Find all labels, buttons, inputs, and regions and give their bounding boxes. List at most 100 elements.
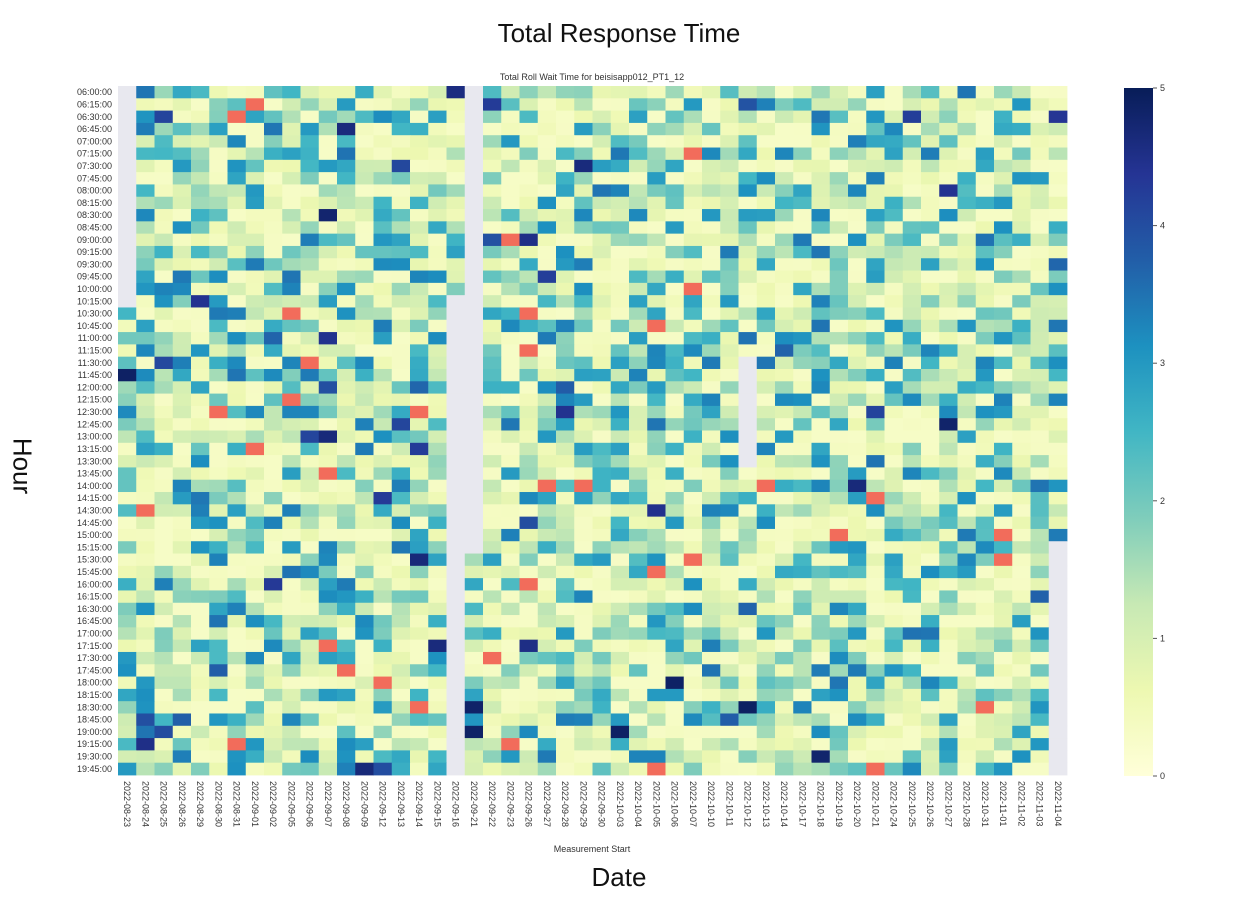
- heatmap-cell: [483, 184, 502, 198]
- heatmap-cell: [848, 184, 867, 198]
- heatmap-cell: [647, 98, 666, 111]
- heatmap-cell: [245, 159, 265, 173]
- heatmap-cell: [793, 442, 812, 456]
- heatmap-cell: [136, 701, 155, 714]
- heatmap-cell: [957, 245, 977, 259]
- heatmap-cell: [428, 651, 447, 665]
- heatmap-cell: [793, 196, 812, 210]
- heatmap-cell: [848, 738, 867, 751]
- heatmap-cell: [957, 418, 977, 431]
- heatmap-cell: [373, 332, 393, 345]
- heatmap-cell: [702, 553, 721, 567]
- x-tick-label: 2022-10-11: [724, 781, 734, 826]
- heatmap-cell: [537, 307, 557, 321]
- heatmap-cell: [994, 405, 1013, 419]
- heatmap-cell: [702, 565, 721, 579]
- heatmap-cell: [793, 381, 812, 394]
- heatmap-cell: [756, 405, 776, 419]
- heatmap-cell: [793, 184, 812, 198]
- heatmap-cell: [939, 565, 958, 579]
- heatmap-cell: [665, 701, 685, 714]
- y-tick-label: 12:30:00: [77, 407, 112, 417]
- heatmap-cell: [702, 98, 721, 111]
- heatmap-cell: [665, 172, 685, 185]
- heatmap-cell: [501, 578, 520, 591]
- heatmap-cell: [118, 627, 137, 641]
- heatmap-cell: [720, 676, 739, 690]
- heatmap-cell: [811, 639, 831, 653]
- heatmap-cell: [1030, 639, 1050, 653]
- heatmap-cell: [373, 701, 393, 714]
- heatmap-cell: [282, 430, 301, 444]
- heatmap-cell: [994, 98, 1013, 111]
- heatmap-cell: [483, 282, 502, 296]
- heatmap-cell: [300, 676, 320, 690]
- heatmap-cell: [775, 651, 794, 665]
- heatmap-cell: [300, 159, 320, 173]
- heatmap-cell: [227, 282, 247, 296]
- heatmap-cell: [884, 651, 904, 665]
- heatmap-cell: [118, 713, 137, 727]
- heatmap-cell: [300, 553, 320, 567]
- heatmap-cell: [446, 258, 466, 271]
- heatmap-cell: [610, 738, 630, 751]
- heatmap-cell: [355, 307, 374, 321]
- heatmap-cell: [410, 541, 429, 554]
- heatmap-cell: [556, 418, 575, 431]
- heatmap-cell: [848, 492, 867, 505]
- heatmap-cell: [975, 639, 995, 653]
- heatmap-cell: [537, 627, 557, 641]
- heatmap-cell: [775, 590, 794, 604]
- heatmap-cell: [683, 651, 703, 665]
- heatmap-cell: [994, 467, 1013, 481]
- heatmap-cell: [172, 615, 192, 628]
- heatmap-cell: [464, 615, 484, 628]
- heatmap-cell: [355, 492, 374, 505]
- heatmap-cell: [738, 405, 758, 419]
- y-tick-label: 12:00:00: [77, 382, 112, 392]
- heatmap-cell: [464, 578, 484, 591]
- heatmap-cell: [227, 750, 247, 764]
- heatmap-cell: [391, 209, 411, 222]
- heatmap-cell: [884, 295, 904, 308]
- heatmap-cell: [282, 270, 301, 284]
- heatmap-cell: [519, 578, 539, 591]
- heatmap-cell: [300, 221, 320, 235]
- heatmap-cell: [227, 418, 247, 431]
- heatmap-cell: [428, 282, 447, 296]
- heatmap-cell: [775, 319, 794, 333]
- heatmap-cell: [556, 528, 575, 542]
- heatmap-cell: [683, 492, 703, 505]
- heatmap-cell: [154, 639, 174, 653]
- heatmap-cell: [264, 258, 283, 271]
- heatmap-cell: [647, 701, 666, 714]
- heatmap-cell: [848, 516, 867, 530]
- heatmap-cell: [446, 86, 466, 99]
- heatmap-cell: [428, 295, 447, 308]
- heatmap-cell: [172, 209, 192, 222]
- heatmap-cell: [756, 295, 776, 308]
- heatmap-cell: [665, 504, 685, 518]
- heatmap-cell: [720, 368, 739, 382]
- heatmap-cell: [191, 86, 210, 99]
- heatmap-cell: [610, 122, 630, 136]
- heatmap-cell: [446, 319, 466, 333]
- heatmap-cell: [829, 332, 849, 345]
- heatmap-cell: [556, 135, 575, 148]
- heatmap-cell: [702, 738, 721, 751]
- heatmap-cell: [282, 332, 301, 345]
- heatmap-cell: [300, 590, 320, 604]
- heatmap-cell: [647, 135, 666, 148]
- heatmap-cell: [665, 528, 685, 542]
- heatmap-cell: [829, 122, 849, 136]
- heatmap-cell: [556, 750, 575, 764]
- heatmap-cell: [227, 245, 247, 259]
- heatmap-cell: [629, 368, 648, 382]
- heatmap-cell: [556, 295, 575, 308]
- heatmap-cell: [519, 356, 539, 370]
- heatmap-cell: [884, 565, 904, 579]
- heatmap-cell: [446, 98, 466, 111]
- heatmap-cell: [191, 467, 210, 481]
- heatmap-cell: [391, 159, 411, 173]
- y-tick-label: 17:00:00: [77, 629, 112, 639]
